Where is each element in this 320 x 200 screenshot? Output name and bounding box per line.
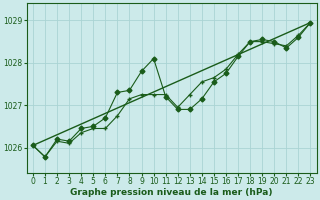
X-axis label: Graphe pression niveau de la mer (hPa): Graphe pression niveau de la mer (hPa) [70,188,273,197]
